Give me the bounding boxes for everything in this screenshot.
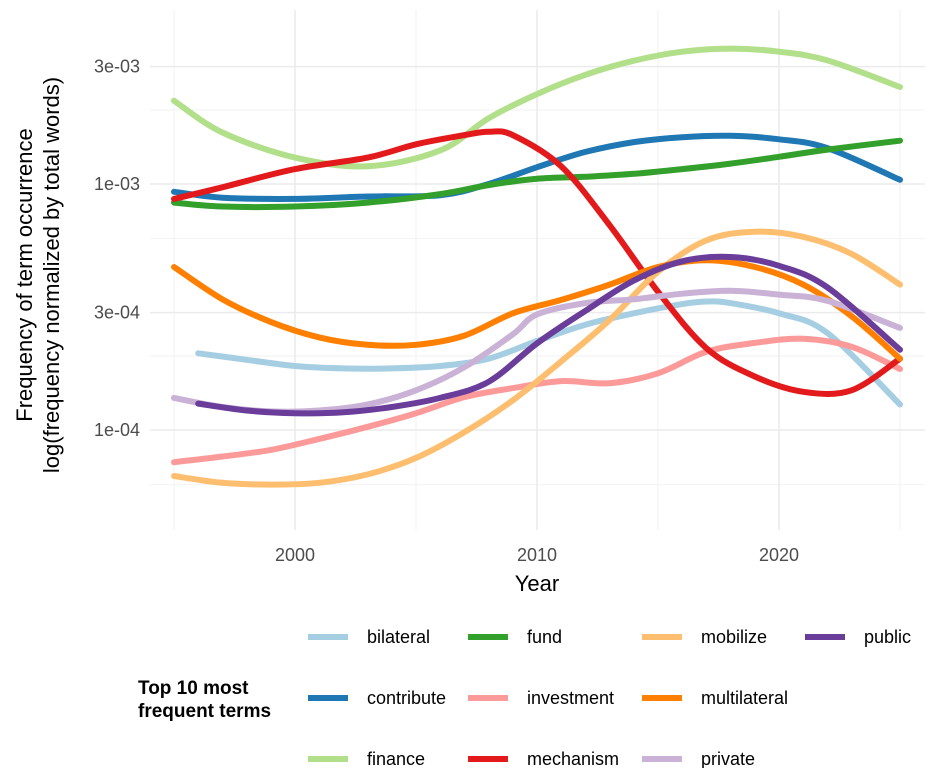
legend-label-bilateral: bilateral: [367, 627, 430, 647]
y-tick-label: 3e-04: [94, 303, 140, 323]
legend-label-investment: investment: [527, 688, 614, 708]
y-tick-label: 1e-04: [94, 420, 140, 440]
series-line-finance: [171, 45, 903, 170]
x-tick-label: 2000: [275, 545, 315, 565]
x-tick-label: 2010: [517, 545, 557, 565]
legend-title-line2: frequent terms: [138, 701, 271, 722]
legend-item-bilateral: bilateral: [308, 627, 430, 647]
legend-item-multilateral: multilateral: [642, 688, 788, 708]
legend-label-mobilize: mobilize: [701, 627, 767, 647]
x-tick-label: 2020: [759, 545, 799, 565]
series-line-multilateral: [171, 257, 903, 362]
legend-item-public: public: [805, 627, 911, 647]
legend-label-mechanism: mechanism: [527, 749, 619, 768]
legend-item-investment: investment: [468, 688, 614, 708]
legend-title-line1: Top 10 most: [138, 678, 249, 699]
series-layer: [171, 45, 903, 488]
legend-item-mobilize: mobilize: [642, 627, 767, 647]
legend-label-public: public: [864, 627, 911, 647]
y-tick-label: 3e-03: [94, 57, 140, 77]
legend-label-fund: fund: [527, 627, 562, 647]
series-line-public: [195, 253, 903, 417]
legend: Top 10 most frequent terms bilateral fund m…: [138, 627, 911, 768]
legend-item-contribute: contribute: [308, 688, 446, 708]
series-line-mobilize: [171, 228, 903, 488]
series-line-mechanism: [171, 128, 903, 397]
series-line-bilateral: [195, 298, 903, 408]
legend-item-private: private: [642, 749, 755, 768]
legend-label-private: private: [701, 749, 755, 768]
y-axis-title-line1: Frequency of term occurrence: [12, 128, 37, 421]
legend-item-finance: finance: [308, 749, 425, 768]
y-axis-title-line2: log(frequency normalized by total words): [39, 77, 64, 473]
legend-label-multilateral: multilateral: [701, 688, 788, 708]
x-axis-title: Year: [515, 571, 559, 596]
legend-title: Top 10 most frequent terms: [138, 678, 271, 722]
legend-item-fund: fund: [468, 627, 562, 647]
series-line-fund: [171, 137, 903, 211]
y-axis-title: Frequency of term occurrence log(frequen…: [12, 77, 64, 473]
axis-layer: 2000 2010 2020 1e-04 3e-04 1e-03 3e-03: [94, 57, 799, 565]
legend-item-mechanism: mechanism: [468, 749, 619, 768]
legend-label-finance: finance: [367, 749, 425, 768]
legend-items: bilateral fund mobilize public contribute inv…: [308, 627, 911, 768]
legend-label-contribute: contribute: [367, 688, 446, 708]
y-tick-label: 1e-03: [94, 174, 140, 194]
